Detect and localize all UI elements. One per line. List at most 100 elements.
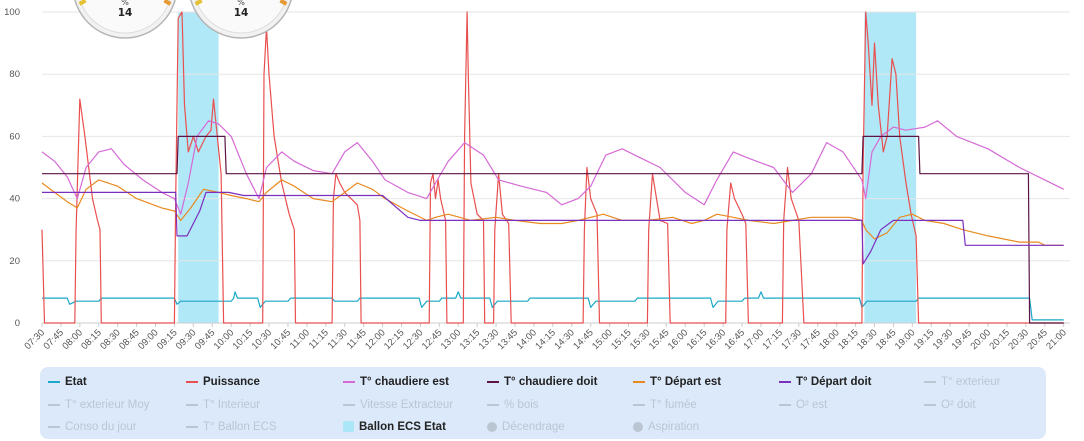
x-tick-label: 19:00 — [893, 327, 918, 352]
legend-item-puissance[interactable]: Puissance — [186, 376, 260, 388]
x-tick-label: 16:00 — [666, 327, 691, 352]
x-tick-label: 07:30 — [23, 327, 48, 352]
legend-label: T° exterieur Moy — [65, 399, 150, 411]
x-tick-label: 20:45 — [1025, 327, 1050, 352]
y-axis: 0 20 40 60 80 100 — [4, 7, 20, 329]
y-tick-label: 80 — [9, 69, 20, 80]
x-tick-label: 15:30 — [628, 327, 653, 352]
legend-item--bois[interactable]: % bois — [487, 399, 539, 411]
series-line-t-chaudiere-est[interactable] — [41, 120, 1064, 215]
legend-label: T° chaudiere doit — [504, 376, 598, 388]
x-tick-label: 15:15 — [609, 327, 634, 352]
x-tick-label: 18:30 — [855, 327, 880, 352]
legend-item-t-d-part-doit[interactable]: T° Départ doit — [779, 376, 872, 388]
x-tick-label: 12:00 — [363, 327, 388, 352]
legend — [40, 367, 1046, 439]
gauge-value: 14 — [234, 7, 249, 19]
series-line-etat[interactable] — [42, 291, 1064, 321]
x-tick-label: 11:15 — [307, 327, 331, 351]
legend-item-t-exterieur-moy[interactable]: T° exterieur Moy — [48, 399, 149, 411]
legend-marker — [924, 403, 936, 406]
legend-item-t-chaudiere-doit[interactable]: T° chaudiere doit — [487, 376, 597, 388]
legend-item-o-est[interactable]: O² est — [779, 399, 827, 411]
legend-marker — [186, 425, 198, 428]
legend-item-ballon-ecs-etat[interactable]: Ballon ECS Etat — [343, 421, 446, 433]
legend-item-etat[interactable]: Etat — [48, 376, 87, 388]
x-tick-label: 18:15 — [836, 327, 861, 352]
legend-item-t-ballon-ecs[interactable]: T° Ballon ECS — [186, 421, 277, 433]
legend-marker — [48, 403, 60, 406]
band-layer — [178, 12, 917, 323]
legend-item-o-doit[interactable]: O² doit — [924, 399, 976, 411]
series-line-t-chaudiere-doit[interactable] — [42, 135, 1064, 324]
x-tick-label: 16:45 — [723, 327, 748, 352]
x-tick-label: 16:30 — [704, 327, 729, 352]
legend-marker — [487, 403, 499, 406]
legend-marker — [343, 403, 355, 406]
x-tick-label: 08:30 — [98, 327, 123, 352]
legend-item-t-exterieur[interactable]: T° exterieur — [924, 376, 1001, 388]
legend-item-t-d-part-est[interactable]: T° Départ est — [633, 376, 721, 388]
legend-marker — [633, 380, 645, 383]
gauge-band-orange — [163, 0, 172, 6]
legend-marker — [343, 380, 355, 383]
legend-marker — [487, 421, 497, 432]
series-line-t-d-part-doit[interactable] — [42, 191, 1064, 265]
legend-label: Etat — [65, 376, 87, 388]
legend-marker — [924, 380, 936, 383]
series-layer — [41, 11, 1064, 324]
legend-marker — [186, 403, 198, 406]
legend-label: Ballon ECS Etat — [359, 421, 446, 433]
percent-gauge: %14 — [74, 0, 176, 39]
x-tick-label: 13:45 — [496, 327, 521, 352]
x-tick-label: 12:45 — [420, 327, 445, 352]
x-tick-label: 11:30 — [326, 327, 350, 351]
series-line-puissance[interactable] — [41, 11, 1064, 324]
legend-item-t-chaudiere-est[interactable]: T° chaudiere est — [343, 376, 449, 388]
legend-label: O² est — [796, 399, 828, 411]
gauge-unit: % — [237, 0, 245, 7]
x-tick-label: 18:45 — [874, 327, 899, 352]
x-tick-label: 17:15 — [760, 327, 785, 352]
x-tick-label: 09:30 — [174, 327, 199, 352]
ballon-ecs-band-1 — [864, 12, 917, 323]
x-tick-label: 15:00 — [590, 327, 615, 352]
gauge-face — [195, 0, 287, 34]
legend-item-t-fum-e[interactable]: T° fumée — [633, 399, 697, 411]
gauge-band-yellow — [78, 0, 87, 6]
gauge-unit: % — [121, 0, 129, 7]
legend-label: Puissance — [203, 376, 260, 388]
legend-item-t-interieur[interactable]: T° Interieur — [186, 399, 260, 411]
x-tick-label: 16:15 — [685, 327, 710, 352]
legend-item-conso-du-jour[interactable]: Conso du jour — [48, 421, 137, 433]
legend-label: Aspiration — [648, 421, 700, 433]
legend-marker — [186, 380, 198, 383]
legend-marker — [343, 421, 354, 433]
x-tick-label: 10:45 — [268, 327, 293, 352]
x-tick-label: 19:30 — [931, 327, 956, 352]
x-tick-label: 10:30 — [250, 327, 275, 352]
x-tick-label: 20:30 — [1006, 327, 1031, 352]
legend-item-d-cendrage[interactable]: Décendrage — [487, 421, 565, 433]
legend-marker — [633, 421, 643, 432]
x-tick-label: 13:00 — [439, 327, 464, 352]
x-tick-label: 12:15 — [382, 327, 407, 352]
legend-marker — [633, 403, 645, 406]
legend-label: % bois — [504, 399, 539, 411]
x-tick-label: 12:30 — [401, 327, 426, 352]
x-tick-label: 14:45 — [571, 327, 596, 352]
x-tick-label: 14:15 — [533, 327, 558, 352]
legend-label: T° Départ doit — [796, 376, 872, 388]
y-tick-label: 0 — [15, 318, 20, 329]
legend-marker — [779, 380, 791, 383]
x-tick-label: 13:15 — [458, 327, 483, 352]
legend-label: T° fumée — [650, 399, 697, 411]
legend-item-vitesse-extracteur[interactable]: Vitesse Extracteur — [343, 399, 453, 411]
ballon-ecs-band-0 — [178, 12, 219, 323]
legend-item-aspiration[interactable]: Aspiration — [633, 421, 699, 433]
legend-label: O² doit — [941, 399, 976, 411]
legend-label: Décendrage — [502, 421, 565, 433]
x-axis: 07:3007:4508:0008:1508:3008:4509:0009:15… — [23, 322, 1070, 352]
x-tick-label: 10:00 — [212, 327, 237, 352]
y-tick-label: 40 — [9, 194, 20, 205]
